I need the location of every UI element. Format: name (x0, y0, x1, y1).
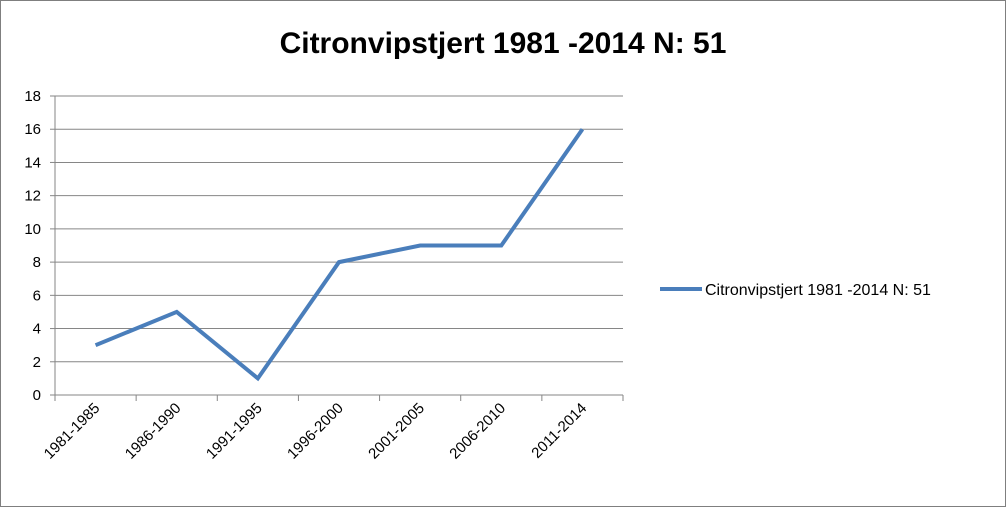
y-tick-label-8: 8 (33, 254, 41, 271)
y-tick-label-16: 16 (24, 121, 41, 138)
gridlines (55, 95, 623, 363)
series-lines (94, 128, 585, 382)
y-tick-label-6: 6 (33, 287, 41, 304)
series-line-0 (94, 128, 585, 382)
y-tick-label-18: 18 (24, 88, 41, 105)
x-tick-label-1986-1990: 1986-1990 (122, 400, 185, 463)
legend: Citronvipstjert 1981 -2014 N: 51 (660, 282, 931, 299)
x-axis-ticks: 1981-1985 1986-1990 1991-1995 1996-2000 2001… (41, 395, 624, 463)
x-tick-label-2001-2005: 2001-2005 (365, 400, 428, 463)
y-tick-label-10: 10 (24, 221, 41, 238)
y-tick-label-4: 4 (33, 321, 41, 338)
x-tick-label-1991-1995: 1991-1995 (203, 400, 266, 463)
x-tick-label-2006-2010: 2006-2010 (446, 400, 509, 463)
y-axis-ticks: 0 2 4 6 8 10 12 14 16 18 (24, 88, 55, 404)
axes (54, 96, 623, 396)
legend-label-0: Citronvipstjert 1981 -2014 N: 51 (705, 282, 931, 299)
x-tick-label-1981-1985: 1981-1985 (41, 400, 104, 463)
y-tick-label-0: 0 (33, 387, 41, 404)
y-tick-label-14: 14 (24, 154, 41, 171)
chart-title: Citronvipstjert 1981 -2014 N: 51 (279, 27, 727, 60)
x-tick-label-1996-2000: 1996-2000 (284, 400, 347, 463)
y-tick-label-2: 2 (33, 354, 41, 371)
x-tick-label-2011-2014: 2011-2014 (528, 400, 590, 462)
y-tick-label-12: 12 (24, 188, 41, 205)
